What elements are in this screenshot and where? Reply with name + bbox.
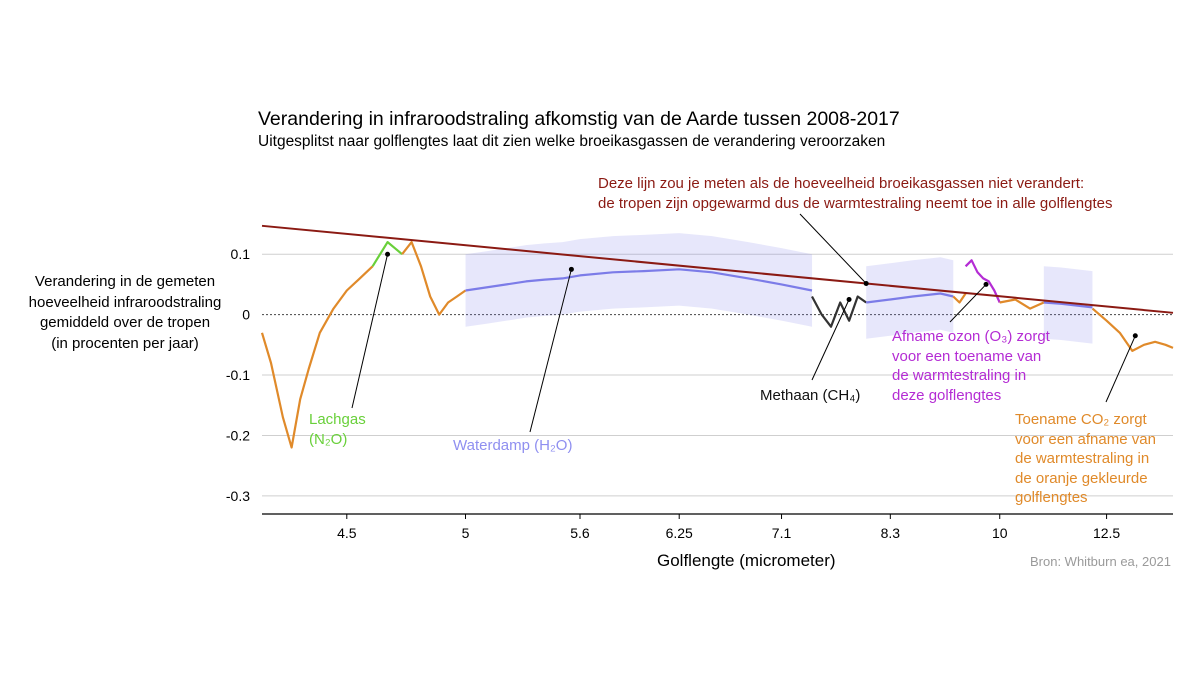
- annotation-pointer-o3: [949, 284, 987, 323]
- h2o-band: [465, 233, 813, 327]
- annotation-dot-n2o: [385, 251, 391, 257]
- annotation-o3-line: deze golflengtes: [892, 386, 1002, 404]
- y-tick-label: 0.1: [231, 246, 251, 262]
- series-line-co2: [952, 292, 967, 304]
- y-axis-label-line: (in procenten per jaar): [51, 334, 199, 352]
- y-tick-label: -0.2: [226, 427, 250, 443]
- annotation-h2o-line: Waterdamp (H₂O): [453, 437, 573, 454]
- annotation-dot-o3: [983, 281, 989, 287]
- annotation-dot-h2o: [568, 266, 574, 272]
- x-tick-label: 10: [992, 525, 1008, 541]
- annotation-pointer-h2o: [529, 269, 572, 433]
- x-axis-label: Golflengte (micrometer): [657, 551, 836, 570]
- annotation-o3-line: voor een toename van: [892, 347, 1042, 365]
- series-line-o3: [964, 259, 1001, 303]
- reference-note-line: Deze lijn zou je meten als de hoeveelhei…: [598, 175, 1085, 192]
- series-line-h2o: [866, 292, 954, 304]
- annotation-n2o-line: Lachgas: [309, 411, 366, 428]
- annotation-co2-line: de oranje gekleurde: [1015, 469, 1148, 487]
- reference-pointer: [799, 213, 867, 284]
- annotation-dot-ch4: [846, 297, 852, 303]
- annotation-dot-co2: [1132, 333, 1138, 339]
- x-tick-label: 5: [462, 525, 470, 541]
- annotation-o3-line: de warmtestraling in: [892, 367, 1027, 384]
- series-line-h2o: [1043, 301, 1093, 309]
- annotation-n2o: Lachgas (N₂O): [309, 410, 366, 449]
- y-tick-label: -0.3: [226, 488, 250, 504]
- annotation-ch4: Methaan (CH₄): [760, 386, 860, 406]
- source-credit: Bron: Whitburn ea, 2021: [1030, 554, 1171, 569]
- annotation-co2-line: golflengtes: [1015, 489, 1088, 506]
- annotation-o3: Afname ozon (O₃) zorgt voor een toename …: [892, 327, 1050, 405]
- y-axis-label-line: gemiddeld over de tropen: [39, 314, 211, 331]
- series-line-co2: [1091, 307, 1174, 352]
- series-line-co2: [999, 298, 1045, 310]
- x-tick-label: 6.25: [666, 525, 693, 541]
- y-tick-label: 0: [242, 307, 250, 323]
- reference-note-line: de tropen zijn opgewarmd dus de warmtest…: [598, 194, 1113, 212]
- series-line-ch4: [811, 295, 867, 328]
- y-axis-label-line: hoeveelheid infraroodstraling: [28, 293, 222, 311]
- y-axis-label: Verandering in de gemeten hoeveelheid in…: [8, 272, 242, 354]
- x-tick-label: 7.1: [772, 525, 792, 541]
- chart-subtitle: Uitgesplitst naar golflengtes laat dit z…: [258, 133, 886, 150]
- y-axis-label-line: Verandering in de gemeten: [34, 273, 216, 290]
- x-tick-label: 8.3: [881, 525, 901, 541]
- annotation-o3-line: Afname ozon (O₃) zorgt: [892, 328, 1050, 345]
- annotation-pointer-n2o: [351, 254, 389, 409]
- annotation-co2: Toename CO₂ zorgt voor een afname van de…: [1015, 410, 1156, 508]
- series-line-n2o: [371, 241, 403, 267]
- series-line-h2o: [465, 268, 813, 292]
- annotation-co2-line: Toename CO₂ zorgt: [1015, 411, 1147, 428]
- chart-title: Verandering in infraroodstraling afkomst…: [258, 108, 900, 130]
- annotation-ch4-line: Methaan (CH₄): [760, 387, 861, 404]
- x-tick-label: 5.6: [570, 525, 590, 541]
- series-line-co2: [260, 265, 374, 449]
- annotation-pointer-co2: [1105, 335, 1136, 403]
- x-tick-label: 4.5: [337, 525, 357, 541]
- annotation-pointer-ch4: [811, 299, 850, 381]
- reference-line-note: Deze lijn zou je meten als de hoeveelhei…: [598, 174, 1112, 213]
- annotation-h2o: Waterdamp (H₂O): [453, 436, 572, 456]
- y-tick-label: -0.1: [226, 367, 250, 383]
- reference-pointer-dot: [863, 281, 869, 287]
- reference-line: [261, 224, 1174, 314]
- annotation-co2-line: voor een afname van: [1015, 430, 1156, 448]
- annotation-co2-line: de warmtestraling in: [1015, 450, 1150, 467]
- x-tick-label: 12.5: [1093, 525, 1120, 541]
- series-line-co2: [401, 241, 467, 316]
- annotation-n2o-line: (N₂O): [309, 430, 348, 448]
